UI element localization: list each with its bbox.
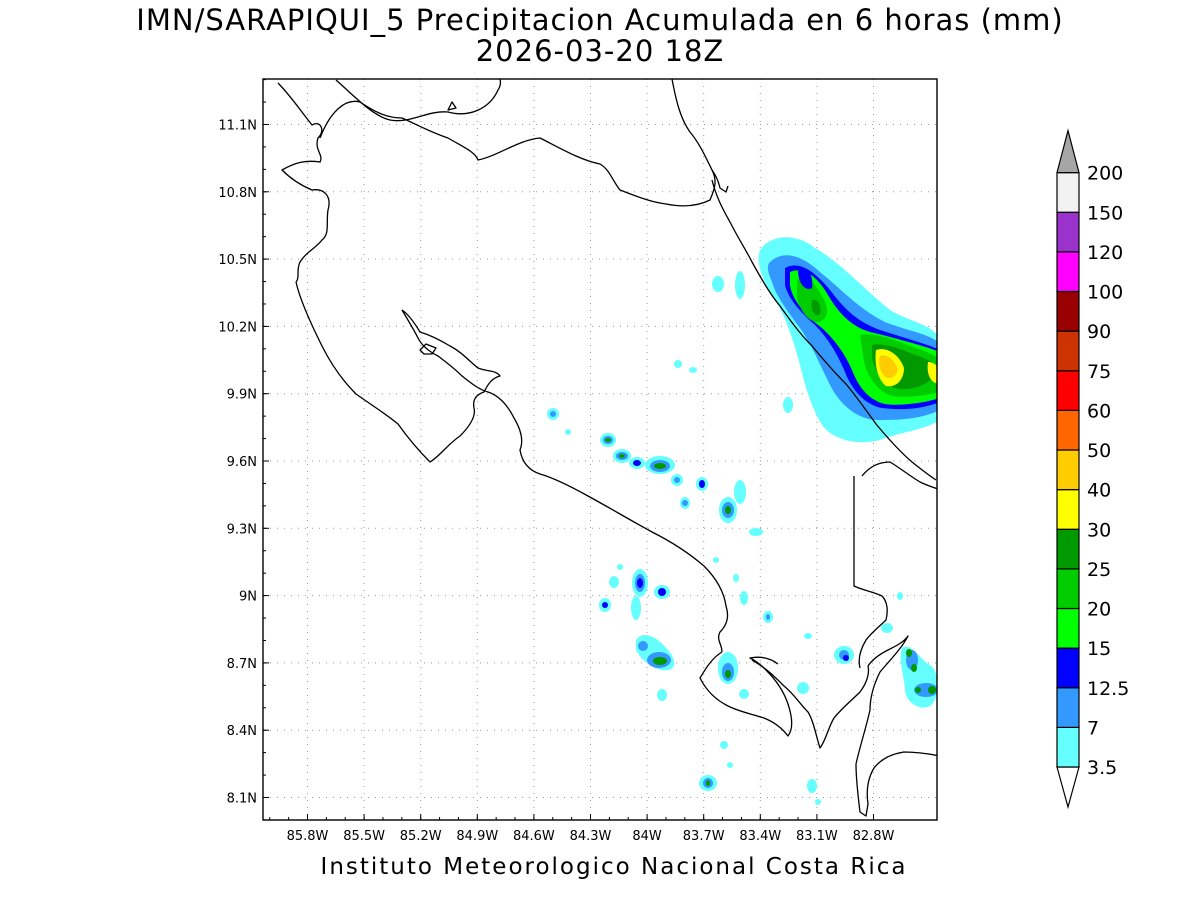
- colorbar-label: 30: [1087, 519, 1111, 541]
- colorbar-segment: [1056, 409, 1080, 451]
- precipitation-field: [547, 237, 937, 805]
- rain-core-12: [798, 269, 813, 290]
- caribbean-coast: [711, 179, 937, 481]
- colorbar-segment: [1056, 687, 1080, 728]
- nicaragua-east-border: [671, 79, 729, 193]
- credit-footer: Instituto Meteorologico Nacional Costa R…: [320, 854, 908, 880]
- colorbar-segment: [1056, 568, 1080, 610]
- colorbar-segment: [1056, 647, 1080, 689]
- rain-band-25: [811, 299, 937, 390]
- colorbar-segment: [1056, 607, 1080, 649]
- lat-tick-label: 11.1N: [218, 119, 257, 134]
- colorbar-label: 7: [1087, 717, 1099, 739]
- colorbar: 3.5 7 12.5 15 20 25 30 40 50 60 75 90 100 120 150 200: [1056, 128, 1129, 810]
- nicoya-inner: [401, 309, 729, 653]
- nicaragua-lake-shore: [319, 100, 716, 207]
- lake-island: [447, 101, 457, 111]
- colorbar-segment: [1056, 251, 1080, 293]
- lat-tick-label: 8.4N: [227, 724, 257, 739]
- lat-tick-label: 10.2N: [218, 320, 257, 335]
- map-subtitle: 2026-03-20 18Z: [475, 34, 725, 68]
- osa-peninsula: [699, 651, 793, 737]
- panama-inland: [853, 476, 888, 669]
- colorbar-label: 60: [1087, 400, 1111, 422]
- colorbar-segment: [1056, 172, 1080, 213]
- lon-tick-label: 83.1W: [796, 829, 838, 844]
- burica-coast: [855, 635, 937, 817]
- colorbar-label: 75: [1087, 361, 1111, 383]
- lat-tick-label: 9N: [239, 590, 257, 605]
- lat-tick-label: 8.1N: [227, 792, 257, 807]
- lon-tick-label: 85.5W: [343, 829, 385, 844]
- colorbar-label: 50: [1087, 440, 1111, 462]
- lon-tick-label: 83.4W: [739, 829, 781, 844]
- coastlines: [277, 79, 937, 817]
- lat-tick-label: 10.8N: [218, 186, 257, 201]
- lat-tick-label: 9.6N: [227, 455, 257, 470]
- panama-border: [861, 461, 937, 490]
- colorbar-segment: [1056, 449, 1080, 491]
- lat-tick-label: 10.5N: [218, 253, 257, 268]
- colorbar-label: 25: [1087, 559, 1111, 581]
- rain-band-40: [879, 355, 898, 378]
- colorbar-label: 150: [1087, 202, 1123, 224]
- colorbar-label: 120: [1087, 242, 1123, 264]
- colorbar-over-triangle: [1056, 128, 1080, 174]
- lon-tick-label: 84.9W: [456, 829, 498, 844]
- nicoya-lagoon: [419, 343, 437, 355]
- lat-tick-label: 8.7N: [227, 657, 257, 672]
- lon-tick-label: 84.6W: [513, 829, 555, 844]
- colorbar-label: 12.5: [1087, 678, 1129, 700]
- colorbar-label: 90: [1087, 321, 1111, 343]
- colorbar-segment: [1056, 528, 1080, 570]
- colorbar-segment: [1056, 290, 1080, 332]
- colorbar-label: 3.5: [1087, 757, 1117, 779]
- colorbar-segment: [1056, 211, 1080, 253]
- lon-tick-label: 83.7W: [683, 829, 725, 844]
- colorbar-label: 20: [1087, 599, 1111, 621]
- colorbar-label: 200: [1087, 163, 1123, 185]
- lake-nicaragua: [335, 79, 502, 122]
- colorbar-label: 40: [1087, 480, 1111, 502]
- lat-tick-label: 9.9N: [227, 388, 257, 403]
- golfo-dulce: [751, 659, 870, 749]
- colorbar-segment: [1056, 489, 1080, 530]
- scattered-cells: [547, 271, 937, 805]
- colorbar-segment: [1056, 370, 1080, 411]
- colorbar-label: 15: [1087, 638, 1111, 660]
- axes: 85.8W 85.5W 85.2W 84.9W 84.6W 84.3W 84W 83.7W 83…: [218, 79, 895, 844]
- lon-tick-label: 84W: [632, 829, 662, 844]
- nicaragua-border: [277, 82, 330, 283]
- lon-tick-label: 82.8W: [853, 829, 895, 844]
- colorbar-label: 100: [1087, 282, 1123, 304]
- lon-tick-label: 85.2W: [400, 829, 442, 844]
- plot-frame: [262, 78, 938, 821]
- map-title: IMN/SARAPIQUI_5 Precipitacion Acumulada …: [136, 3, 1064, 37]
- colorbar-segment: [1056, 330, 1080, 372]
- map-grid: [263, 79, 937, 820]
- lon-tick-label: 84.3W: [570, 829, 612, 844]
- lat-tick-label: 9.3N: [227, 522, 257, 537]
- lon-tick-label: 85.8W: [287, 829, 329, 844]
- colorbar-under-triangle: [1056, 766, 1080, 810]
- colorbar-segment: [1056, 726, 1080, 768]
- gulf-of-nicoya-and-pacific-coast: [295, 281, 501, 463]
